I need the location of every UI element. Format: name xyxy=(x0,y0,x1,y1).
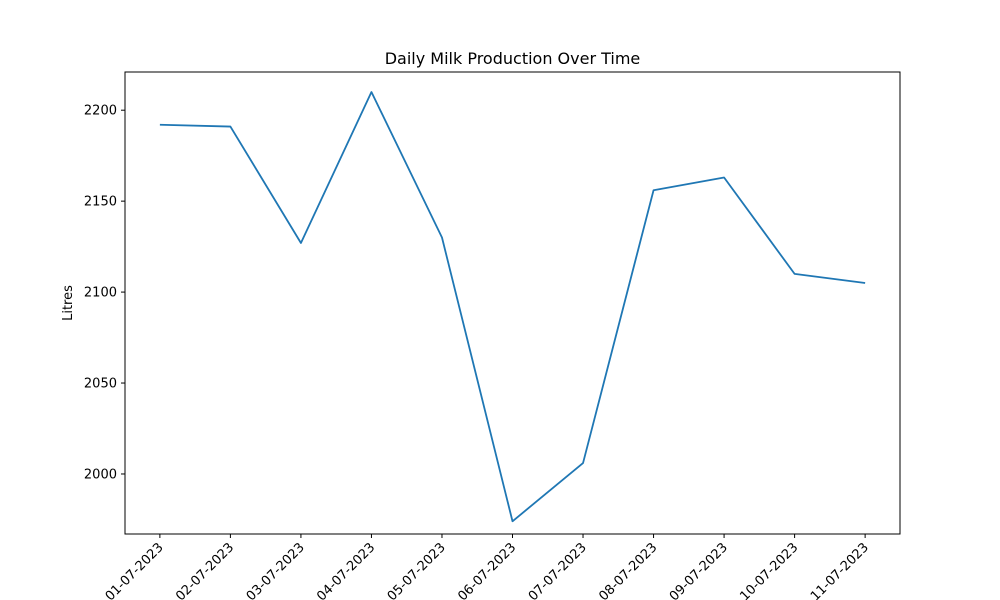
y-tick-label: 2100 xyxy=(84,286,117,301)
series-line xyxy=(159,91,866,523)
y-tick-label: 2050 xyxy=(84,377,117,392)
y-axis-label: Litres xyxy=(61,285,76,321)
chart-title: Daily Milk Production Over Time xyxy=(385,49,641,68)
y-tick-label: 2150 xyxy=(84,195,117,210)
y-tick-label: 2000 xyxy=(84,467,117,482)
y-tick-label: 2200 xyxy=(84,104,117,119)
